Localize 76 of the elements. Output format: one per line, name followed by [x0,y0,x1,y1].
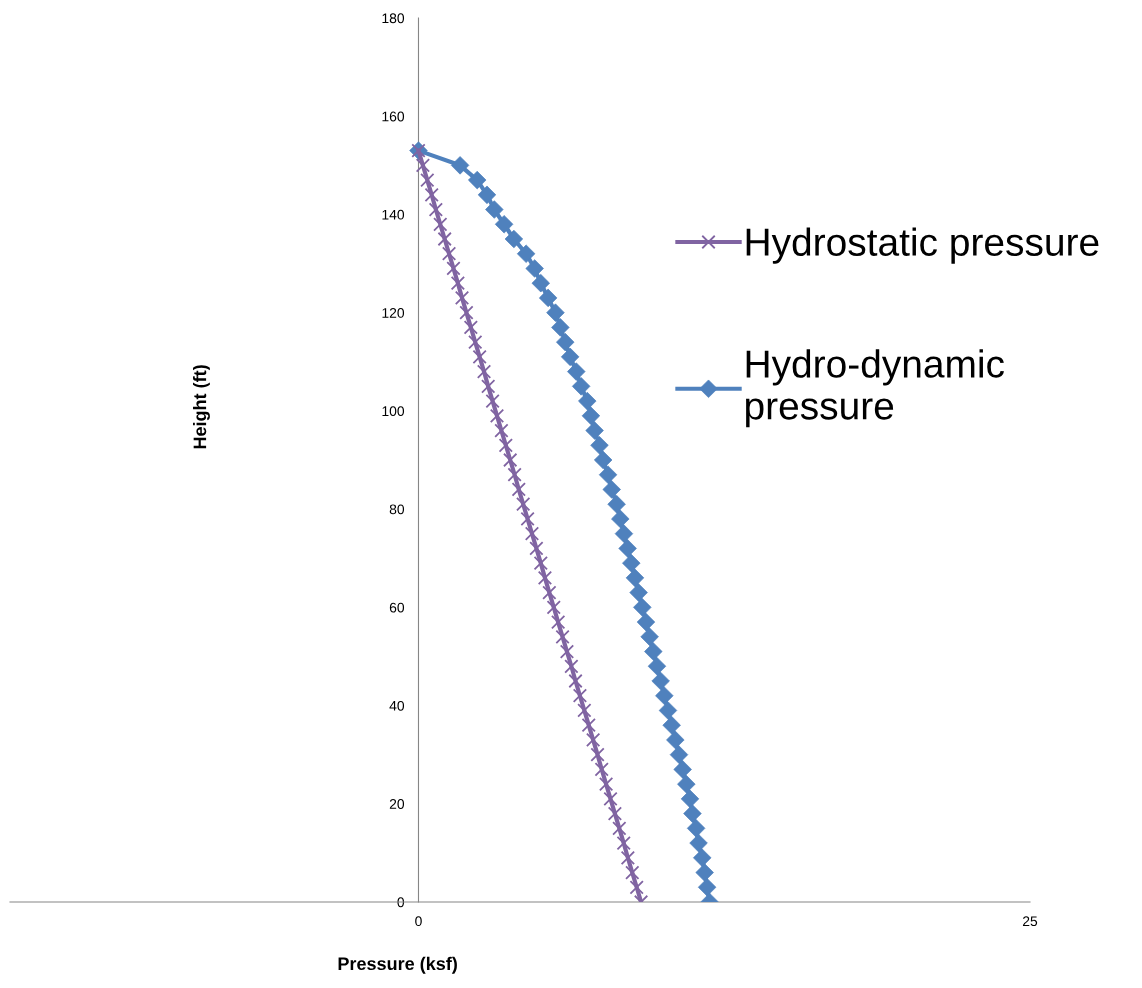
point [516,497,531,512]
y-tick-label: 160 [382,111,405,122]
point [578,391,597,411]
point [520,511,535,527]
point [555,629,570,644]
point [614,524,634,543]
point [424,187,439,202]
point [498,438,513,453]
point [686,819,706,838]
point [546,600,561,615]
point [533,555,548,571]
point [658,701,678,720]
y-tick-label: 0 [397,897,405,908]
point [485,393,500,409]
point [472,349,487,365]
y-tick-label: 140 [382,209,405,220]
point [529,541,544,556]
point [507,467,522,482]
y-tick-label: 80 [389,504,405,515]
point [441,246,457,261]
point [450,276,466,291]
point [415,158,431,173]
point [568,673,583,689]
legend-label: Hydro-dynamic pressure [746,349,1004,428]
point [524,526,540,541]
y-tick-label: 120 [382,308,405,318]
point [585,732,601,748]
point [622,553,641,573]
point [651,671,670,691]
point [559,644,575,659]
point [598,776,614,792]
point [481,379,496,394]
point [420,172,435,188]
y-tick-label: 20 [389,799,405,809]
point [590,436,609,455]
legend-label: Hydrostatic pressure [746,227,1099,264]
point [612,821,627,836]
point [477,185,497,204]
point [459,305,474,320]
point [503,452,518,468]
point [428,202,444,217]
y-axis-title: Height (ft) [193,365,210,449]
point [446,261,461,276]
point [489,408,505,423]
point [625,865,640,880]
point [677,774,696,794]
point [537,570,553,586]
y-tick-label: 180 [382,13,405,24]
point [616,835,631,851]
point [564,659,579,674]
point [647,657,667,676]
point [594,762,609,777]
point [577,703,592,718]
point [607,806,623,821]
y-tick-label: 100 [382,406,405,417]
point [494,423,509,438]
point [581,718,596,733]
x-axis-title: Pressure (ksf) [338,956,457,974]
point [620,850,636,865]
point [629,880,644,895]
y-tick-label: 40 [389,700,405,711]
point [463,320,478,335]
point [542,585,557,600]
point [590,747,605,762]
point [511,482,526,497]
point [603,791,618,807]
point [476,364,492,379]
point [468,334,483,350]
point [669,745,689,764]
point [433,217,448,232]
point [454,290,470,306]
point [437,231,452,247]
point [551,614,566,630]
y-tick-label: 60 [389,602,405,613]
point [572,688,588,703]
x-tick-label: 25 [1022,916,1038,927]
